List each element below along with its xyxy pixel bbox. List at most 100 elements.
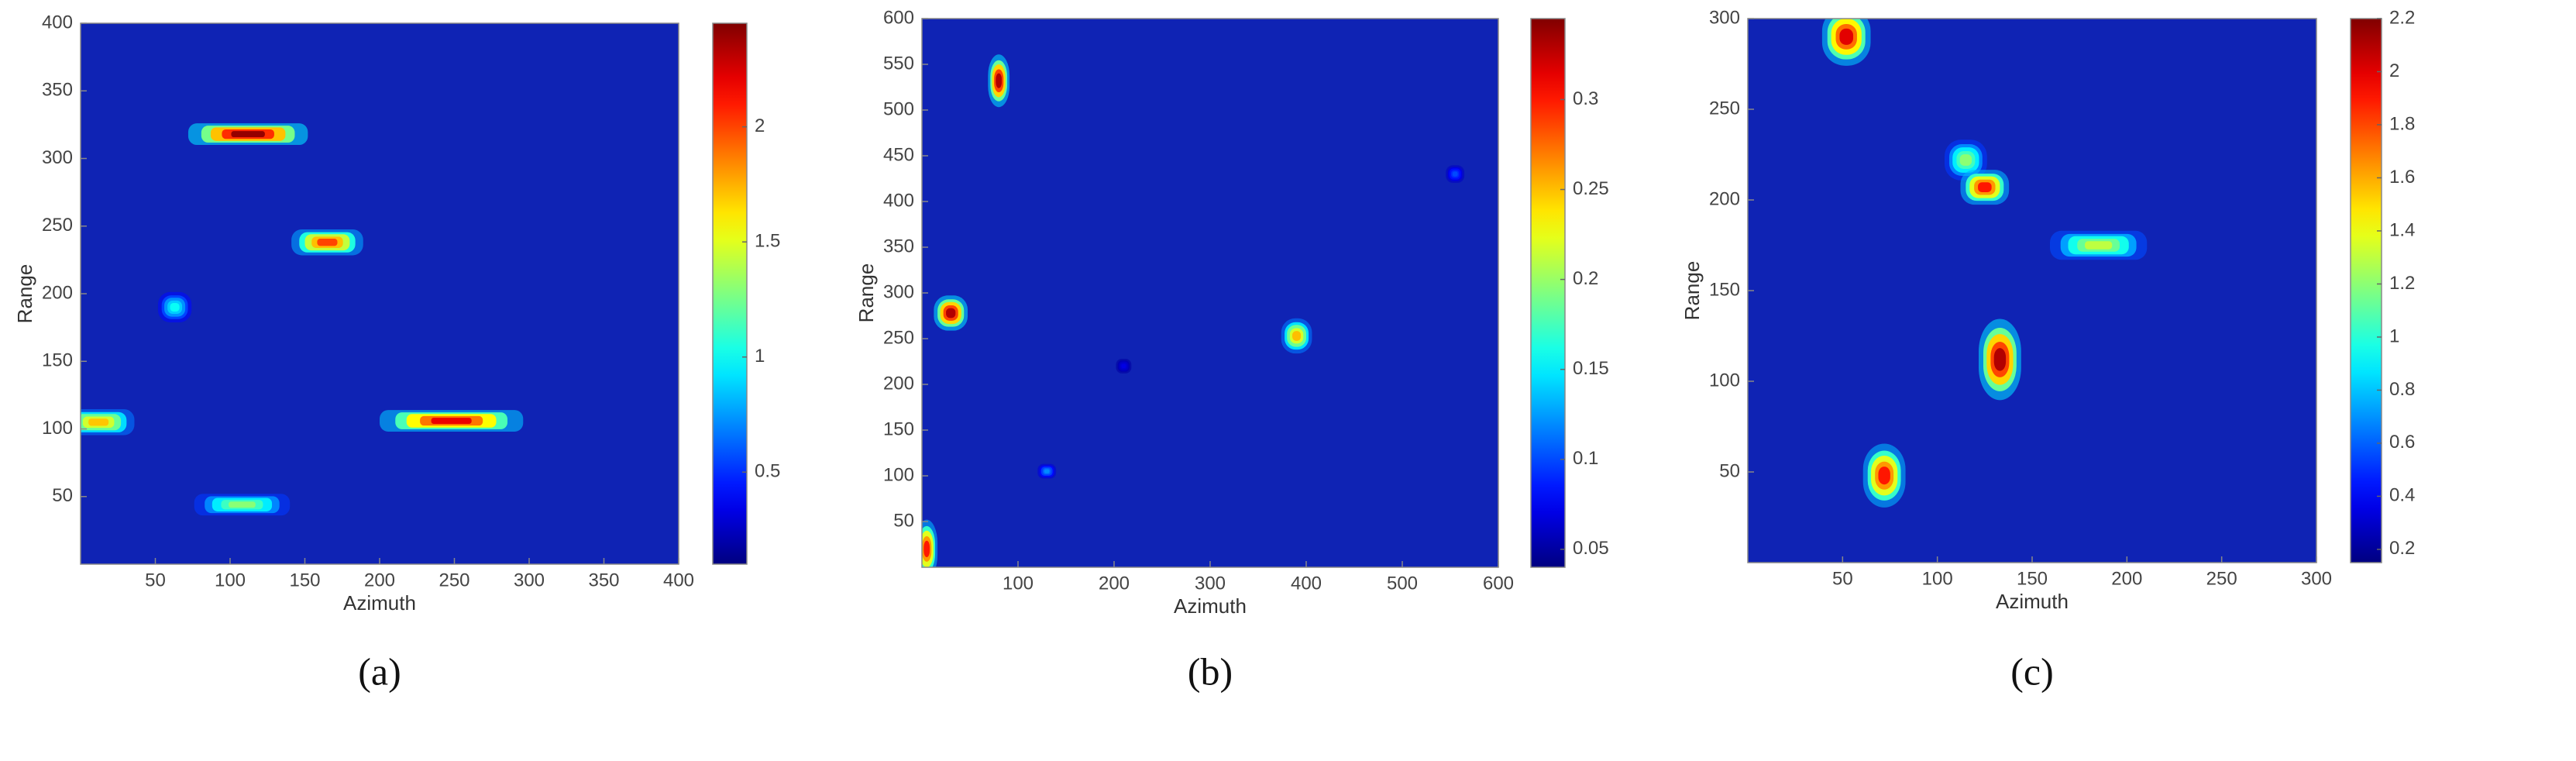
spot xyxy=(1281,318,1312,354)
spot xyxy=(1037,463,1057,479)
spot xyxy=(2049,230,2148,260)
x-tick-label: 200 xyxy=(1099,573,1130,594)
spot xyxy=(988,54,1010,108)
y-tick-label: 50 xyxy=(893,510,914,531)
x-tick-label: 150 xyxy=(289,570,320,591)
colorbar xyxy=(712,22,748,565)
colorbar-tick-label: 0.3 xyxy=(1573,88,1598,109)
y-tick-label: 250 xyxy=(1709,98,1740,119)
heatmap-background xyxy=(922,19,1498,567)
spot xyxy=(380,410,524,432)
colorbar xyxy=(2350,18,2382,563)
y-tick-label: 600 xyxy=(883,7,914,28)
colorbar-tick-label: 0.05 xyxy=(1573,538,1609,559)
x-tick-label: 100 xyxy=(215,570,246,591)
spot xyxy=(1960,170,2010,205)
x-axis-label: Azimuth xyxy=(1996,590,2069,613)
y-tick-label: 150 xyxy=(42,350,73,371)
y-axis-label: Range xyxy=(13,264,36,324)
spot xyxy=(194,494,291,516)
spot xyxy=(1862,443,1906,508)
spot xyxy=(1979,319,2021,401)
y-tick-label: 400 xyxy=(42,12,73,33)
x-tick-label: 50 xyxy=(145,570,166,591)
x-tick-label: 250 xyxy=(439,570,469,591)
heatmap-spots xyxy=(1821,19,2148,508)
caption: (a) xyxy=(358,649,401,693)
y-tick-label: 500 xyxy=(883,98,914,119)
colorbar-tick-label: 1.8 xyxy=(2389,113,2415,134)
spot xyxy=(1821,19,1871,66)
x-tick-label: 50 xyxy=(1832,568,1853,589)
x-tick-label: 250 xyxy=(2206,568,2237,589)
x-tick-label: 350 xyxy=(588,570,619,591)
heatmap-spots xyxy=(922,54,1465,567)
colorbar-tick-label: 0.25 xyxy=(1573,178,1609,199)
y-tick-label: 200 xyxy=(42,282,73,303)
heatmap-background xyxy=(1748,19,2316,563)
y-tick-label: 400 xyxy=(883,190,914,211)
x-tick-label: 400 xyxy=(663,570,694,591)
y-tick-label: 100 xyxy=(1709,370,1740,391)
spot xyxy=(157,291,192,322)
y-tick-label: 300 xyxy=(42,147,73,168)
y-tick-label: 250 xyxy=(883,327,914,348)
colorbar-tick-label: 2.2 xyxy=(2389,7,2415,28)
caption: (c) xyxy=(2010,649,2054,693)
colorbar-tick-label: 0.15 xyxy=(1573,358,1609,379)
y-tick-label: 100 xyxy=(42,418,73,439)
y-tick-label: 150 xyxy=(1709,279,1740,300)
spot xyxy=(922,519,938,567)
y-tick-label: 350 xyxy=(883,236,914,257)
colorbar-tick-label: 2 xyxy=(755,115,765,136)
y-tick-label: 150 xyxy=(883,418,914,439)
spot xyxy=(1116,358,1132,374)
colorbar-tick-label: 0.8 xyxy=(2389,379,2415,400)
spot xyxy=(1446,165,1465,183)
x-tick-label: 200 xyxy=(364,570,395,591)
heatmap-spots xyxy=(81,123,524,516)
colorbar-tick-label: 1 xyxy=(2389,325,2399,346)
colorbar-tick-label: 0.1 xyxy=(1573,448,1598,469)
spot xyxy=(934,295,968,331)
x-tick-label: 300 xyxy=(2301,568,2332,589)
colorbar-tick-label: 0.6 xyxy=(2389,432,2415,453)
colorbar-tick-label: 0.5 xyxy=(755,461,780,482)
colorbar-tick-label: 0.2 xyxy=(1573,268,1598,289)
colorbar-tick-label: 0.2 xyxy=(2389,538,2415,559)
y-tick-label: 300 xyxy=(1709,7,1740,28)
colorbar-tick-label: 1.5 xyxy=(755,231,780,252)
y-tick-label: 250 xyxy=(42,215,73,236)
y-tick-label: 550 xyxy=(883,53,914,74)
spot xyxy=(291,229,363,256)
colorbar-tick-label: 2 xyxy=(2389,60,2399,81)
x-tick-label: 100 xyxy=(1003,573,1033,594)
caption: (b) xyxy=(1188,649,1233,693)
y-tick-label: 300 xyxy=(883,281,914,302)
colorbar-tick-label: 1 xyxy=(755,346,765,367)
y-tick-label: 200 xyxy=(883,373,914,394)
spot xyxy=(81,409,135,436)
x-tick-label: 100 xyxy=(1922,568,1953,589)
x-tick-label: 600 xyxy=(1483,573,1514,594)
colorbar-tick-label: 0.4 xyxy=(2389,485,2415,506)
x-axis-label: Azimuth xyxy=(343,591,416,615)
y-tick-label: 50 xyxy=(52,485,73,506)
x-tick-label: 150 xyxy=(2017,568,2048,589)
y-tick-label: 350 xyxy=(42,80,73,101)
x-axis-label: Azimuth xyxy=(1174,594,1247,618)
y-axis-label: Range xyxy=(855,263,878,323)
spot xyxy=(187,123,308,146)
x-tick-label: 300 xyxy=(514,570,545,591)
x-tick-label: 500 xyxy=(1387,573,1418,594)
y-tick-label: 450 xyxy=(883,144,914,165)
y-tick-label: 100 xyxy=(883,464,914,485)
x-tick-label: 400 xyxy=(1291,573,1322,594)
colorbar xyxy=(1530,18,1566,568)
y-axis-label: Range xyxy=(1680,261,1704,321)
y-tick-label: 200 xyxy=(1709,188,1740,209)
x-tick-label: 200 xyxy=(2111,568,2142,589)
x-tick-label: 300 xyxy=(1195,573,1226,594)
